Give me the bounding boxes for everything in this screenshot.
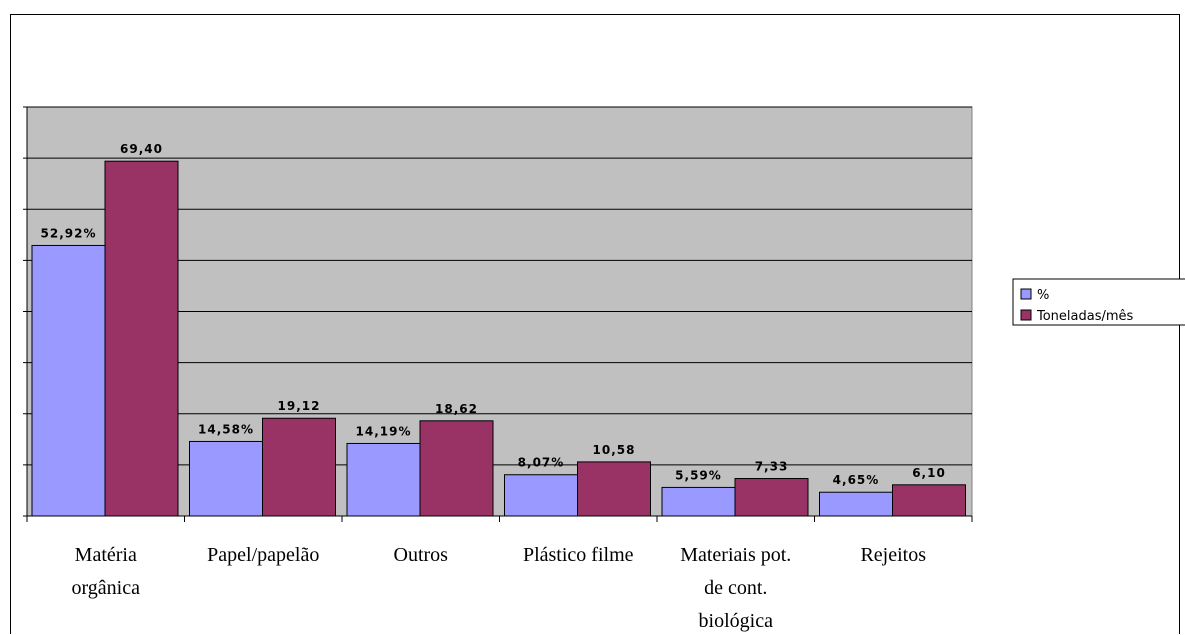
legend-box	[1012, 278, 1185, 326]
category-label: Matéria	[75, 544, 137, 566]
category-label: orgânica	[72, 577, 141, 599]
bar-toneladas	[104, 160, 179, 517]
legend-label: %	[1037, 288, 1049, 303]
data-label: 7,33	[755, 460, 789, 474]
data-label: 8,07%	[518, 456, 565, 470]
bar-toneladas	[419, 420, 494, 517]
category-label: Rejeitos	[860, 544, 926, 566]
data-label: 6,10	[912, 466, 946, 480]
data-label: 14,19%	[356, 424, 412, 438]
bar-percent	[189, 440, 263, 517]
legend-label: Toneladas/mês	[1036, 309, 1134, 324]
category-label: Outros	[394, 544, 449, 566]
data-label: 69,40	[120, 142, 163, 156]
bar-toneladas	[734, 478, 809, 517]
data-label: 14,58%	[198, 422, 254, 436]
category-label: de cont.	[704, 577, 767, 599]
bar-percent	[31, 244, 106, 517]
data-label: 4,65%	[833, 473, 880, 487]
bar-toneladas	[892, 484, 966, 517]
category-label: Papel/papelão	[207, 544, 319, 566]
bar-toneladas	[262, 417, 336, 517]
legend-swatch	[1020, 288, 1032, 300]
data-label: 10,58	[593, 443, 636, 457]
bar-toneladas	[577, 461, 651, 517]
bar-percent	[504, 474, 578, 517]
category-label: Materiais pot.	[680, 544, 791, 566]
category-label: biológica	[699, 610, 774, 632]
data-label: 5,59%	[675, 468, 722, 482]
data-label: 52,92%	[41, 226, 97, 240]
bar-percent	[661, 486, 736, 517]
category-label: Plástico filme	[523, 544, 634, 566]
bar-percent	[819, 491, 893, 517]
legend-swatch	[1020, 309, 1032, 321]
data-label: 19,12	[278, 399, 321, 413]
bar-percent	[346, 442, 421, 517]
data-label: 18,62	[435, 402, 478, 416]
